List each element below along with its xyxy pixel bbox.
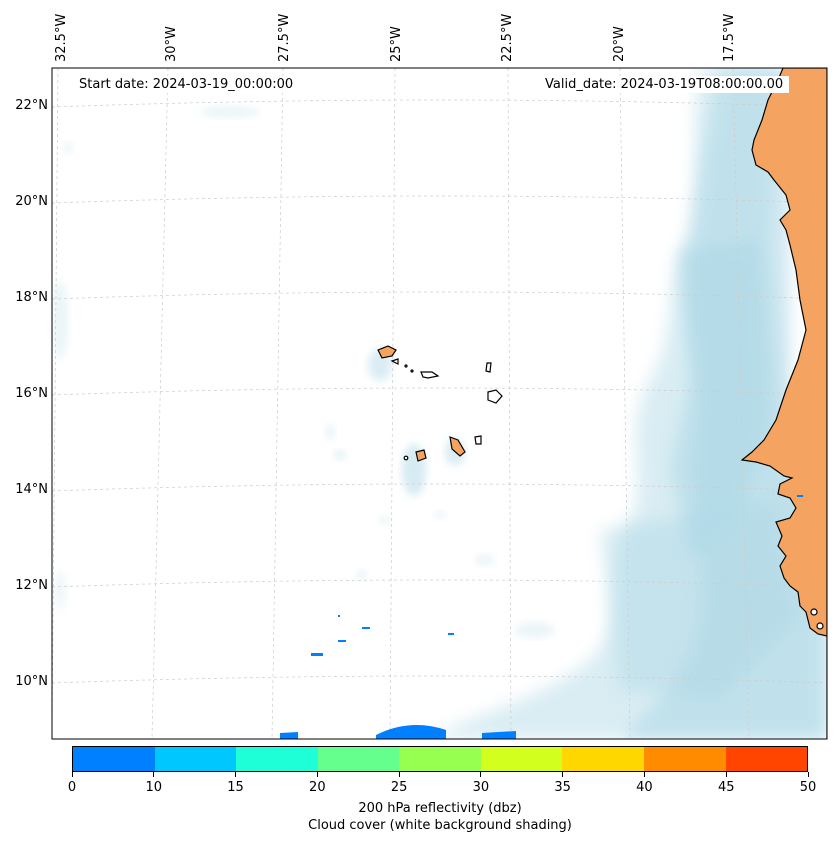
colorbar-tick <box>725 772 727 777</box>
start-date-label: Start date: 2024-03-19_00:00:00 <box>73 76 300 93</box>
colorbar-tick <box>398 772 400 777</box>
island-santiago <box>449 436 466 457</box>
map-frame <box>51 67 828 740</box>
colorbar-segment <box>399 747 481 771</box>
lat-label: 12°N <box>15 578 48 593</box>
colorbar-tick-label: 35 <box>554 780 571 795</box>
lon-label: 20°W <box>612 26 627 62</box>
colorbar-tick <box>643 772 645 777</box>
island-sal <box>485 362 492 373</box>
island-sao-nicolau <box>420 371 440 379</box>
island-raso <box>410 369 414 373</box>
lat-label: 20°N <box>15 194 48 209</box>
colorbar <box>72 746 808 772</box>
colorbar-tick-label: 25 <box>390 780 408 795</box>
colorbar-tick-label: 10 <box>145 780 163 795</box>
island-santo-antao <box>377 345 397 359</box>
lon-label: 25°W <box>389 26 404 62</box>
colorbar-tick <box>235 772 237 777</box>
bijagos-islets-2 <box>816 622 824 630</box>
lat-label: 18°N <box>15 290 48 305</box>
colorbar-tick-label: 0 <box>67 780 77 795</box>
colorbar-tick <box>480 772 482 777</box>
bijagos-islets <box>810 608 818 616</box>
colorbar-tick <box>807 772 809 777</box>
colorbar-segment <box>725 747 808 771</box>
colorbar-label: 200 hPa reflectivity (dbz) <box>358 801 522 816</box>
reflectivity-echoes <box>280 495 803 739</box>
land <box>377 68 827 739</box>
island-maio <box>474 435 482 445</box>
colorbar-tick <box>71 772 73 777</box>
colorbar-sublabel: Cloud cover (white background shading) <box>308 818 572 833</box>
colorbar-segment <box>643 747 726 771</box>
west-africa-coast <box>740 68 827 739</box>
colorbar-segment <box>562 747 644 771</box>
lat-label: 16°N <box>15 386 48 401</box>
colorbar-tick-label: 20 <box>309 780 326 795</box>
islands-outline <box>390 358 824 630</box>
colorbar-tick-label: 40 <box>636 780 653 795</box>
island-sao-vicente <box>390 358 399 365</box>
colorbar-tick <box>562 772 564 777</box>
lon-label: 17.5°W <box>722 13 737 62</box>
cloud-cover-shading <box>52 68 827 739</box>
lat-label: 22°N <box>15 98 48 113</box>
lat-label: 14°N <box>15 482 48 497</box>
colorbar-segment <box>317 747 400 771</box>
colorbar-segment <box>236 747 318 771</box>
colorbar-tick-label: 50 <box>799 780 817 795</box>
colorbar-tick <box>316 772 318 777</box>
island-santa-luzia <box>404 364 408 368</box>
colorbar-tick-label: 45 <box>717 780 735 795</box>
colorbar-segment <box>154 747 237 771</box>
lon-label: 27.5°W <box>277 13 292 62</box>
island-fogo <box>415 449 427 462</box>
lat-label: 10°N <box>15 674 48 689</box>
lon-label: 30°W <box>164 26 179 62</box>
graticule <box>52 68 827 739</box>
island-boa-vista <box>487 389 503 404</box>
colorbar-tick-label: 15 <box>227 780 244 795</box>
colorbar-segment <box>73 747 155 771</box>
lon-label: 32.5°W <box>54 13 69 62</box>
lon-label: 22.5°W <box>500 13 515 62</box>
valid-date-label: Valid_date: 2024-03-19T08:00:00.00 <box>539 76 790 93</box>
island-brava <box>403 455 409 461</box>
colorbar-segment <box>480 747 563 771</box>
colorbar-tick-label: 30 <box>472 780 490 795</box>
colorbar-tick <box>153 772 155 777</box>
